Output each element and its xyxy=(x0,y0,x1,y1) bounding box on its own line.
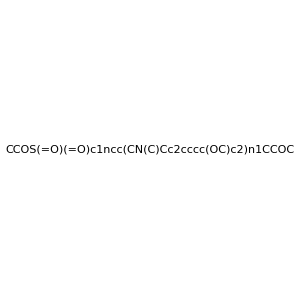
Text: CCOS(=O)(=O)c1ncc(CN(C)Cc2cccc(OC)c2)n1CCOC: CCOS(=O)(=O)c1ncc(CN(C)Cc2cccc(OC)c2)n1C… xyxy=(5,145,295,155)
